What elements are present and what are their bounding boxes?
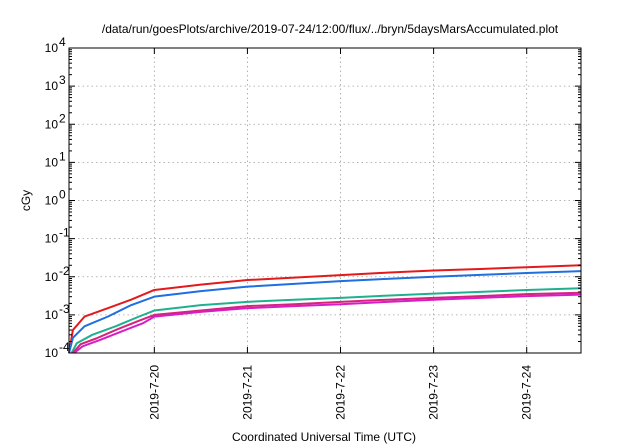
chart-title: /data/run/goesPlots/archive/2019-07-24/1…	[102, 22, 559, 36]
y-tick-label: 10	[45, 79, 59, 93]
y-axis-label: cGy	[19, 190, 33, 211]
y-tick-exponent: -4	[59, 340, 70, 354]
x-tick-label: 2019-7-23	[427, 365, 441, 420]
y-tick-label: 10	[45, 194, 59, 208]
y-tick-label: 10	[45, 155, 59, 169]
grid	[69, 48, 581, 353]
y-tick-exponent: 1	[59, 149, 66, 163]
x-tick-label: 2019-7-24	[520, 365, 534, 420]
x-axis-label: Coordinated Universal Time (UTC)	[232, 430, 416, 444]
y-tick-exponent: -2	[59, 264, 70, 278]
x-tick-label: 2019-7-21	[240, 365, 254, 420]
y-tick-exponent: -3	[59, 302, 70, 316]
y-tick-label: 10	[45, 270, 59, 284]
y-tick-label: 10	[45, 308, 59, 322]
x-tick-label: 2019-7-20	[147, 365, 161, 420]
x-tick-label: 2019-7-22	[334, 365, 348, 420]
y-tick-exponent: 2	[59, 111, 66, 125]
y-tick-label: 10	[45, 117, 59, 131]
series-line-5	[73, 293, 582, 354]
series-line-4	[72, 291, 582, 354]
y-tick-exponent: -1	[59, 226, 70, 240]
series-line-2	[68, 270, 582, 354]
y-tick-exponent: 4	[59, 35, 66, 49]
y-tick-label: 10	[45, 232, 59, 246]
series-line-3	[70, 287, 582, 354]
y-tick-label: 10	[45, 41, 59, 55]
y-tick-exponent: 0	[59, 188, 66, 202]
y-tick-label: 10	[45, 346, 59, 360]
plot-series	[68, 264, 582, 354]
series-line-1	[68, 264, 582, 354]
plot-frame	[68, 47, 582, 354]
y-tick-exponent: 3	[59, 73, 66, 87]
